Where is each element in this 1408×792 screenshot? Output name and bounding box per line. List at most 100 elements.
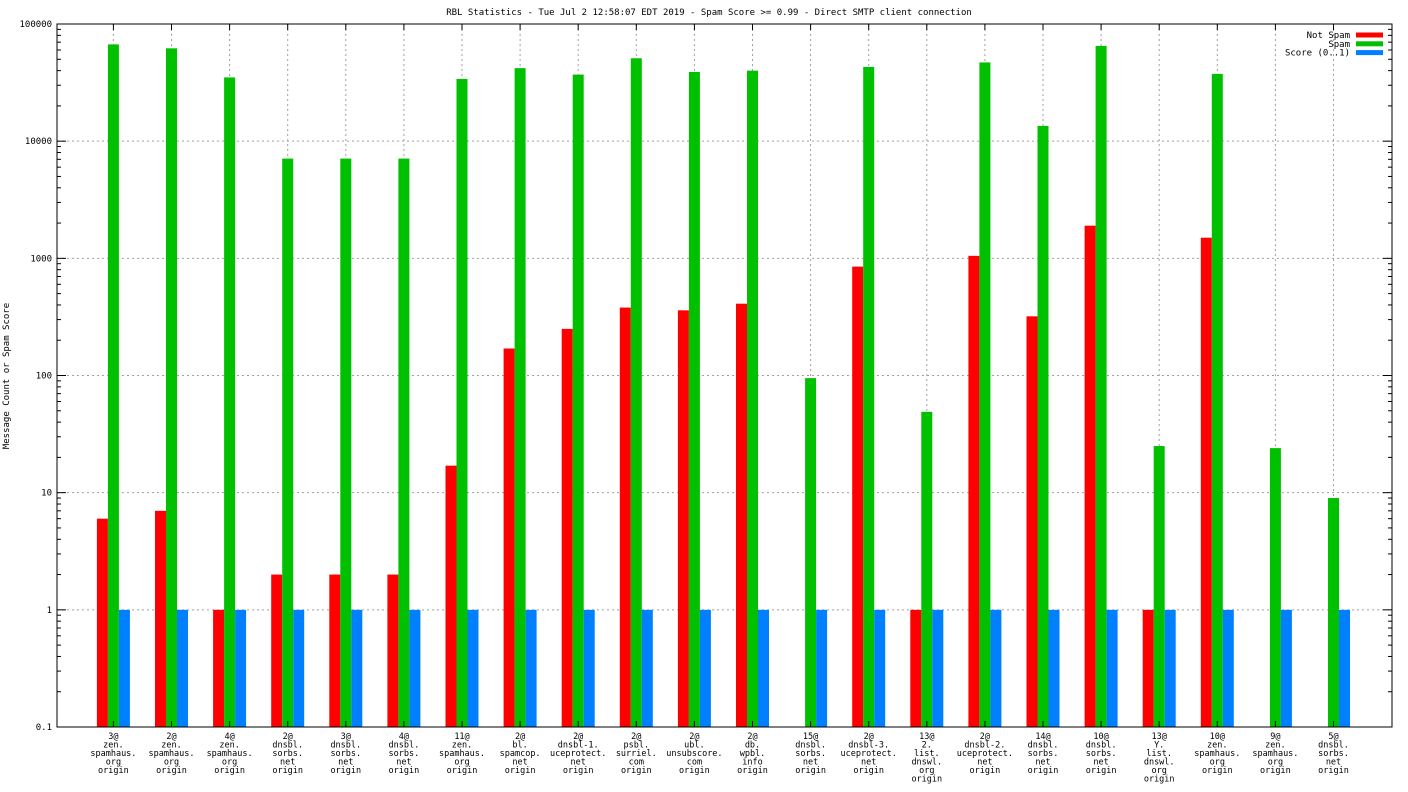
x-axis-categories: 3@ zen. spamhaus. org origin 2@ zen. spamhaus. o… — [90, 732, 1348, 785]
bar-score-0-1 — [699, 609, 711, 727]
bar-not-spam — [445, 465, 457, 727]
x-category-label: 15@ dnsbl. sorbs. net origin — [795, 732, 826, 776]
bar-spam — [688, 71, 700, 727]
bar-score-0-1 — [583, 609, 595, 727]
bar-score-0-1 — [1164, 609, 1176, 727]
axis-ticks: 0.1 1 10 100 1000 10000 100000 — [19, 20, 1392, 733]
bar-spam — [166, 48, 177, 727]
bar-score-0-1 — [641, 609, 653, 727]
y-tick-label: 0.1 — [36, 723, 52, 733]
bar-not-spam — [1142, 609, 1154, 727]
bar-score-0-1 — [409, 609, 421, 727]
bar-spam — [747, 70, 758, 727]
bar-not-spam — [910, 609, 922, 727]
bar-score-0-1 — [235, 609, 247, 727]
bar-not-spam — [619, 307, 631, 727]
bar-spam — [1269, 448, 1281, 727]
bar-spam — [224, 77, 236, 728]
bar-score-0-1 — [118, 609, 130, 727]
bar-score-0-1 — [1222, 609, 1234, 727]
bar-score-0-1 — [990, 609, 1002, 727]
legend-swatch — [1356, 50, 1383, 56]
bar-spam — [921, 411, 933, 727]
y-tick-label: 1 — [47, 606, 52, 616]
bar-spam — [572, 74, 584, 728]
bar-spam — [979, 62, 991, 728]
bar-spam — [456, 78, 468, 727]
x-category-label: 9@ zen. spamhaus. org origin — [1252, 732, 1298, 776]
bar-score-0-1 — [1280, 609, 1292, 727]
bar-score-0-1 — [816, 609, 828, 727]
x-category-label: 3@ dnsbl. sorbs. net origin — [330, 732, 361, 776]
y-tick-label: 100000 — [19, 20, 52, 30]
bar-not-spam — [271, 574, 283, 727]
bar-score-0-1 — [351, 609, 363, 727]
y-tick-label: 100 — [36, 372, 52, 382]
legend-label: Score (0..1) — [1285, 49, 1350, 59]
bar-not-spam — [155, 510, 166, 727]
bar-spam — [1037, 125, 1049, 727]
x-category-label: 2@ dnsbl-2. uceprotect. net origin — [957, 732, 1013, 776]
bar-not-spam — [96, 518, 108, 727]
grid-lines — [57, 24, 1392, 727]
bar-spam — [1211, 73, 1223, 727]
bar-score-0-1 — [874, 609, 886, 727]
bars — [96, 44, 1350, 728]
x-category-label: 2@ zen. spamhaus. org origin — [148, 732, 194, 776]
bar-not-spam — [852, 266, 864, 727]
x-category-label: 4@ dnsbl. sorbs. net origin — [389, 732, 420, 776]
x-category-label: 2@ db. wpbl. info origin — [737, 732, 768, 776]
bar-score-0-1 — [1048, 609, 1060, 727]
bar-not-spam — [968, 255, 980, 727]
bar-spam — [514, 68, 526, 727]
x-category-label: 5@ dnsbl. sorbs. net origin — [1318, 732, 1349, 776]
bar-score-0-1 — [1339, 609, 1350, 727]
bar-not-spam — [1026, 316, 1038, 727]
bar-not-spam — [1084, 225, 1096, 728]
bar-score-0-1 — [293, 609, 305, 727]
bar-spam — [1328, 498, 1339, 727]
bar-score-0-1 — [932, 609, 944, 727]
bar-not-spam — [329, 574, 341, 727]
bar-spam — [630, 58, 642, 727]
y-axis-label: Message Count or Spam Score — [2, 303, 12, 449]
bar-spam — [1095, 45, 1107, 728]
bar-not-spam — [677, 310, 689, 727]
bar-spam — [1153, 446, 1165, 727]
bar-not-spam — [503, 348, 515, 727]
bar-not-spam — [1200, 237, 1212, 727]
x-category-label: 4@ zen. spamhaus. org origin — [207, 732, 253, 776]
bar-score-0-1 — [525, 609, 537, 727]
x-category-label: 2@ ubl. unsubscore. com origin — [666, 732, 722, 776]
y-tick-label: 10000 — [25, 137, 52, 147]
x-category-label: 11@ zen. spamhaus. org origin — [439, 732, 485, 776]
bar-not-spam — [387, 574, 399, 727]
x-category-label: 2@ dnsbl-1. uceprotect. net origin — [550, 732, 606, 776]
legend-swatch — [1356, 41, 1383, 47]
bar-spam — [340, 158, 352, 728]
bar-spam — [398, 158, 410, 728]
x-category-label: 13@ 2. list. dnswl. org origin — [911, 732, 942, 785]
bar-spam — [805, 378, 817, 727]
x-category-label: 13@ Y. list. dnswl. org origin — [1144, 732, 1175, 785]
bar-spam — [282, 158, 294, 728]
x-category-label: 2@ psbl. surriel. com origin — [616, 732, 657, 776]
legend-swatch — [1356, 32, 1383, 38]
bar-spam — [863, 66, 875, 727]
y-tick-label: 10 — [41, 489, 52, 499]
bar-score-0-1 — [467, 609, 479, 727]
bar-not-spam — [213, 609, 225, 727]
bar-not-spam — [736, 303, 747, 727]
bar-spam — [107, 44, 119, 727]
x-category-label: 3@ zen. spamhaus. org origin — [90, 732, 136, 776]
x-category-label: 10@ dnsbl. sorbs. net origin — [1086, 732, 1117, 776]
chart-title: RBL Statistics - Tue Jul 2 12:58:07 EDT … — [446, 8, 972, 18]
bar-score-0-1 — [758, 609, 769, 727]
x-category-label: 10@ zen. spamhaus. org origin — [1194, 732, 1240, 776]
bar-not-spam — [561, 328, 573, 727]
bar-score-0-1 — [177, 609, 188, 727]
x-category-label: 14@ dnsbl. sorbs. net origin — [1028, 732, 1059, 776]
x-category-label: 2@ dnsbl. sorbs. net origin — [272, 732, 303, 776]
